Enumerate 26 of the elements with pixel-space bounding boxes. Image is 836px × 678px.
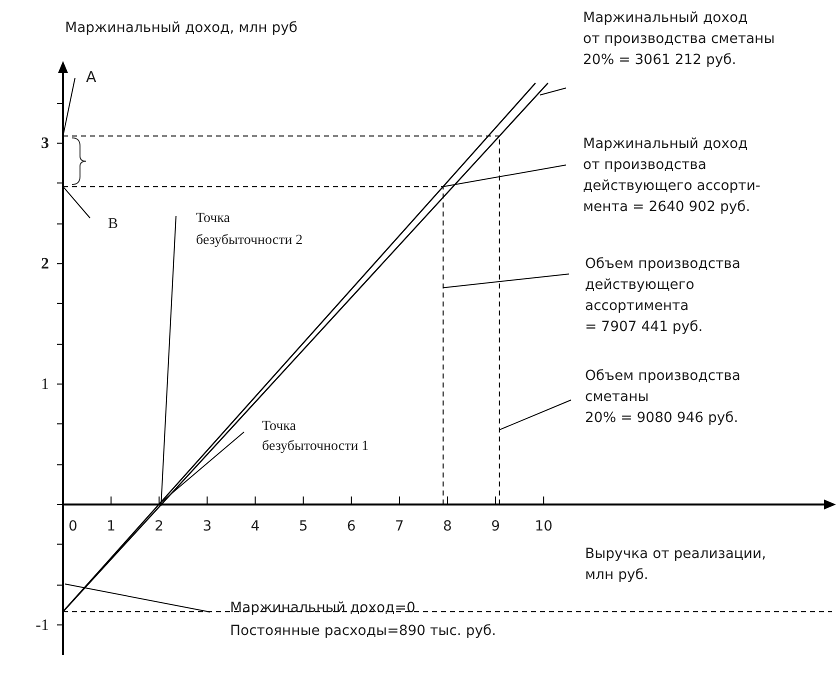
- x-axis-title: Выручка от реализации, млн руб.: [585, 546, 766, 583]
- x-tick-label: 1: [106, 518, 116, 534]
- y-tick-label: 1: [41, 376, 49, 394]
- x-tick-label: 7: [394, 518, 404, 534]
- annotation: Точка безубыточности 2: [196, 211, 303, 248]
- y-tick-label: 3: [41, 135, 49, 152]
- annotation: Маржинальный доход=0 Постоянные расходы=890 тыс. руб.: [230, 600, 496, 639]
- x-tick-label: 10: [534, 518, 553, 534]
- y-axis-title: Маржинальный доход, млн руб: [65, 20, 298, 36]
- annotation: Объем производства сметаны 20% = 9080 946 руб.: [585, 368, 740, 426]
- x-tick-label: 9: [491, 518, 500, 534]
- annotation: B: [108, 216, 118, 232]
- x-tick-label: 4: [250, 518, 260, 534]
- y-tick-label: -1: [36, 616, 49, 634]
- x-tick-label: 3: [202, 518, 212, 534]
- annotation: Маржинальный доход от производства действующего ассорти- мента = 2640 902 руб.: [583, 136, 760, 215]
- y-tick-label: 2: [41, 256, 49, 273]
- text: Маржинальный доход от производства сметаны 20% = 3061 212 руб.: [583, 10, 775, 68]
- x-tick-label: 0: [68, 518, 78, 534]
- x-tick-label: 2: [154, 518, 164, 534]
- annotation: Объем производства действующего ассортимента = 7907 441 руб.: [585, 256, 740, 335]
- x-tick-label: 8: [443, 518, 452, 534]
- annotation: A: [86, 68, 97, 86]
- annotation: Точка безубыточности 1: [262, 419, 369, 454]
- x-tick-label: 5: [298, 518, 308, 534]
- x-tick-label: 6: [346, 518, 356, 534]
